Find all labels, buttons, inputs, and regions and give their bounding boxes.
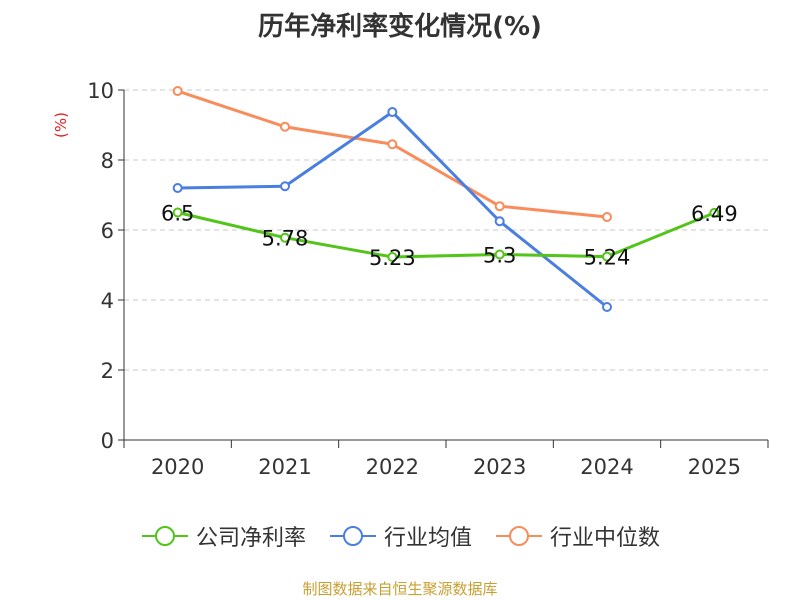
legend: 公司净利率 行业均值 行业中位数 [0, 520, 800, 552]
y-tick-label: 6 [101, 219, 114, 243]
y-tick-label: 4 [101, 289, 114, 313]
legend-item[interactable]: 行业中位数 [494, 520, 660, 552]
series-point [602, 212, 612, 223]
axes-layer: 0 2 4 6 8 10 2020 2021 2022 2023 2024 2025 (%) [52, 79, 769, 479]
x-tick-label: 2023 [473, 455, 526, 479]
x-tick-label: 2022 [366, 455, 419, 479]
series-layer [172, 86, 720, 312]
series-point [387, 107, 398, 118]
y-tick-label: 10 [87, 79, 114, 103]
series-point [172, 86, 183, 97]
y-tick-label: 8 [101, 149, 114, 173]
series-point [280, 121, 290, 132]
data-label: 5.3 [483, 244, 516, 268]
legend-label: 行业中位数 [550, 526, 661, 551]
series-line [177, 211, 715, 259]
legend-item[interactable]: 公司净利率 [140, 520, 306, 552]
source-note: 制图数据来自恒生聚源数据库 [302, 580, 498, 598]
series-point [494, 249, 505, 260]
data-label: 5.78 [262, 227, 309, 251]
data-label: 5.23 [369, 246, 416, 270]
x-tick-label: 2021 [258, 455, 311, 479]
data-labels-layer: 6.5 5.78 5.23 5.3 5.24 6.49 [161, 202, 738, 270]
legend-item[interactable]: 行业均值 [328, 520, 472, 552]
x-tick-label: 2020 [151, 455, 204, 479]
legend-symbol-icon [496, 526, 542, 546]
legend-label: 公司净利率 [195, 526, 306, 551]
series-point [387, 139, 398, 150]
series-point [709, 207, 720, 218]
series-point [387, 251, 398, 262]
series-point [602, 251, 612, 262]
chart-title: 历年净利率变化情况(%) [258, 12, 542, 42]
y-axis-label: (%) [52, 112, 70, 138]
series-point [280, 232, 290, 243]
y-tick-label: 2 [101, 359, 114, 383]
legend-label: 行业均值 [383, 526, 472, 551]
series-point [602, 302, 612, 312]
series-point [280, 181, 290, 192]
data-label: 5.24 [584, 246, 631, 270]
series-point [494, 201, 505, 212]
x-tick-label: 2025 [688, 455, 741, 479]
series-point [172, 183, 183, 193]
data-label: 6.5 [161, 202, 194, 226]
legend-symbol-icon [141, 526, 188, 546]
series-point [494, 216, 505, 227]
legend-symbol-icon [329, 526, 376, 546]
series-point [172, 207, 183, 218]
y-tick-label: 0 [101, 429, 114, 453]
x-tick-label: 2024 [580, 455, 633, 479]
data-label: 6.49 [691, 202, 738, 226]
